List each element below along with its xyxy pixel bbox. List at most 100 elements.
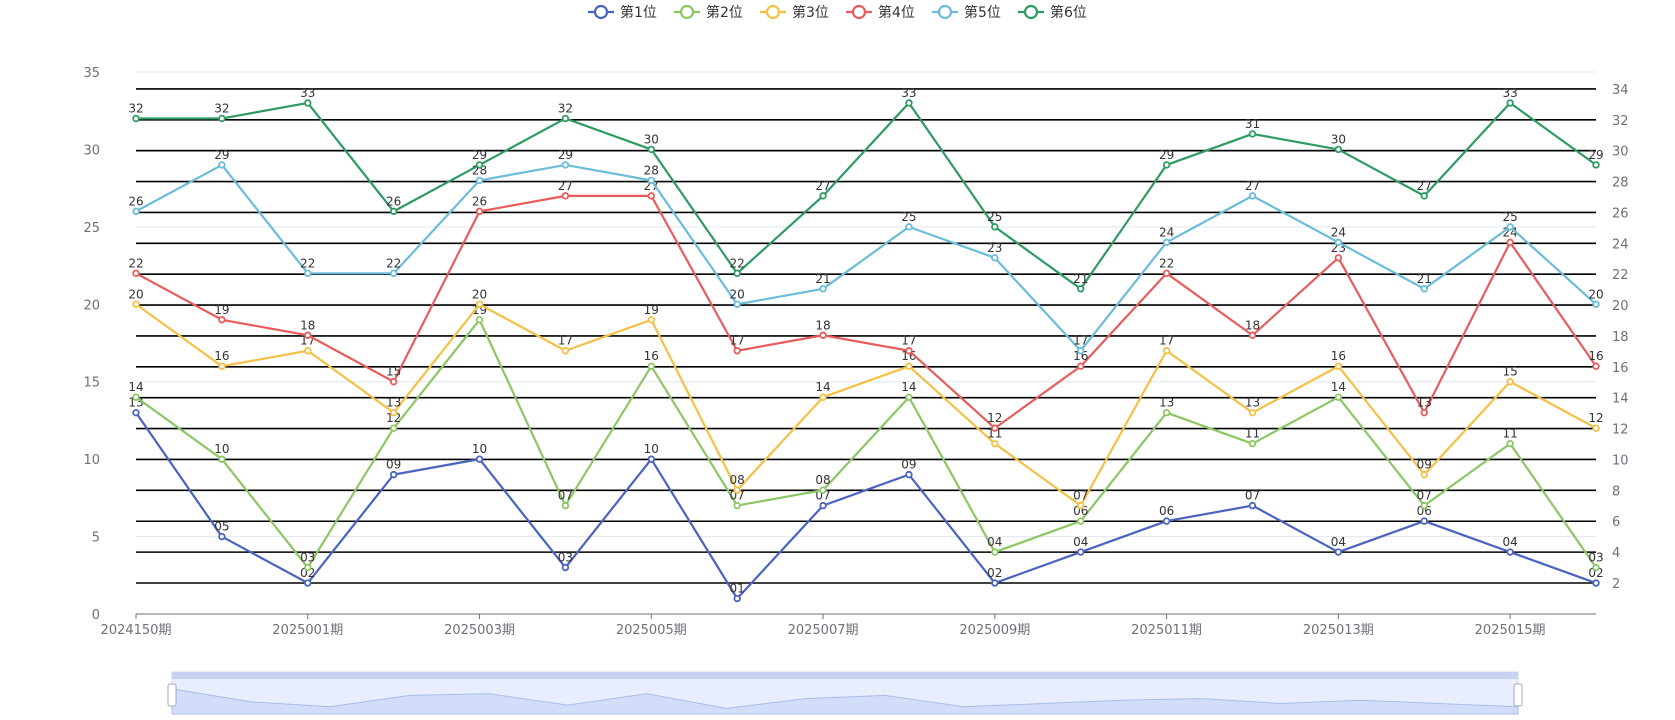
data-point[interactable]	[647, 455, 655, 463]
data-point[interactable]	[561, 114, 570, 123]
data-point[interactable]	[991, 424, 999, 432]
data-point[interactable]	[1506, 439, 1514, 448]
data-point[interactable]	[218, 362, 226, 370]
data-point[interactable]	[304, 563, 312, 572]
data-point[interactable]	[561, 563, 570, 572]
data-point[interactable]	[991, 579, 999, 587]
data-point[interactable]	[132, 393, 140, 401]
legend-item[interactable]: 第1位	[588, 4, 657, 21]
data-point[interactable]	[1420, 470, 1428, 479]
zoom-handle-left[interactable]	[167, 683, 177, 707]
legend-item[interactable]: 第4位	[846, 4, 915, 21]
data-point[interactable]	[561, 192, 570, 200]
data-point[interactable]	[647, 192, 655, 200]
data-point[interactable]	[991, 548, 999, 556]
data-point[interactable]	[1334, 362, 1343, 370]
data-point[interactable]	[1248, 130, 1257, 138]
data-point[interactable]	[1248, 331, 1257, 339]
data-point[interactable]	[218, 532, 226, 541]
data-point[interactable]	[218, 114, 226, 123]
data-point[interactable]	[647, 176, 655, 185]
data-point[interactable]	[561, 347, 570, 355]
data-point[interactable]	[218, 316, 226, 324]
data-point[interactable]	[1506, 378, 1514, 386]
data-point[interactable]	[1077, 362, 1085, 370]
data-point[interactable]	[905, 470, 913, 479]
data-point[interactable]	[905, 99, 913, 107]
data-point[interactable]	[819, 393, 827, 401]
data-point[interactable]	[1420, 501, 1428, 510]
data-point[interactable]	[389, 269, 398, 278]
data-point[interactable]	[1162, 408, 1171, 417]
data-point[interactable]	[475, 161, 484, 169]
data-point[interactable]	[1592, 579, 1600, 587]
data-point[interactable]	[1334, 254, 1343, 262]
data-point[interactable]	[304, 99, 312, 107]
data-point[interactable]	[1592, 563, 1600, 572]
data-zoom[interactable]	[167, 671, 1523, 715]
data-point[interactable]	[1077, 501, 1085, 510]
data-point[interactable]	[1420, 285, 1428, 293]
data-point[interactable]	[905, 347, 913, 355]
data-point[interactable]	[389, 408, 398, 417]
data-point[interactable]	[1334, 548, 1343, 556]
data-point[interactable]	[304, 347, 312, 355]
data-point[interactable]	[1248, 439, 1257, 448]
data-point[interactable]	[1162, 161, 1171, 169]
data-point[interactable]	[1420, 517, 1428, 525]
data-point[interactable]	[389, 207, 398, 216]
data-point[interactable]	[1162, 269, 1171, 278]
data-point[interactable]	[733, 269, 741, 278]
data-point[interactable]	[1334, 238, 1343, 247]
data-point[interactable]	[647, 145, 655, 154]
data-point[interactable]	[991, 439, 999, 448]
data-point[interactable]	[304, 331, 312, 339]
data-point[interactable]	[733, 347, 741, 355]
data-point[interactable]	[1162, 517, 1171, 525]
data-point[interactable]	[1592, 362, 1600, 370]
data-point[interactable]	[819, 486, 827, 494]
data-point[interactable]	[132, 114, 140, 123]
data-point[interactable]	[132, 408, 140, 417]
data-point[interactable]	[475, 176, 484, 185]
data-point[interactable]	[475, 455, 484, 463]
data-point[interactable]	[475, 300, 484, 308]
data-point[interactable]	[389, 470, 398, 479]
data-point[interactable]	[1506, 548, 1514, 556]
legend-item[interactable]: 第5位	[932, 4, 1001, 21]
data-point[interactable]	[1506, 238, 1514, 247]
data-point[interactable]	[991, 254, 999, 262]
data-point[interactable]	[733, 486, 741, 494]
data-point[interactable]	[1592, 300, 1600, 308]
data-point[interactable]	[561, 501, 570, 510]
data-point[interactable]	[905, 362, 913, 370]
data-point[interactable]	[1248, 501, 1257, 510]
data-point[interactable]	[304, 579, 312, 587]
legend-item[interactable]: 第3位	[760, 4, 829, 21]
data-point[interactable]	[561, 161, 570, 169]
data-point[interactable]	[1077, 285, 1085, 293]
data-point[interactable]	[819, 331, 827, 339]
data-point[interactable]	[905, 223, 913, 231]
data-point[interactable]	[304, 269, 312, 278]
data-point[interactable]	[1506, 99, 1514, 107]
data-point[interactable]	[905, 393, 913, 401]
data-point[interactable]	[1248, 408, 1257, 417]
data-point[interactable]	[389, 378, 398, 386]
data-point[interactable]	[733, 501, 741, 510]
data-point[interactable]	[1334, 145, 1343, 154]
data-point[interactable]	[218, 455, 226, 463]
data-point[interactable]	[733, 300, 741, 308]
data-point[interactable]	[1506, 223, 1514, 231]
data-point[interactable]	[647, 316, 655, 324]
zoom-handle-right[interactable]	[1513, 683, 1523, 707]
data-point[interactable]	[1334, 393, 1343, 401]
data-point[interactable]	[132, 207, 140, 216]
data-point[interactable]	[819, 285, 827, 293]
legend-item[interactable]: 第2位	[674, 4, 743, 21]
data-point[interactable]	[647, 362, 655, 370]
data-point[interactable]	[1592, 161, 1600, 169]
data-point[interactable]	[132, 300, 140, 308]
data-point[interactable]	[819, 501, 827, 510]
data-point[interactable]	[1592, 424, 1600, 432]
